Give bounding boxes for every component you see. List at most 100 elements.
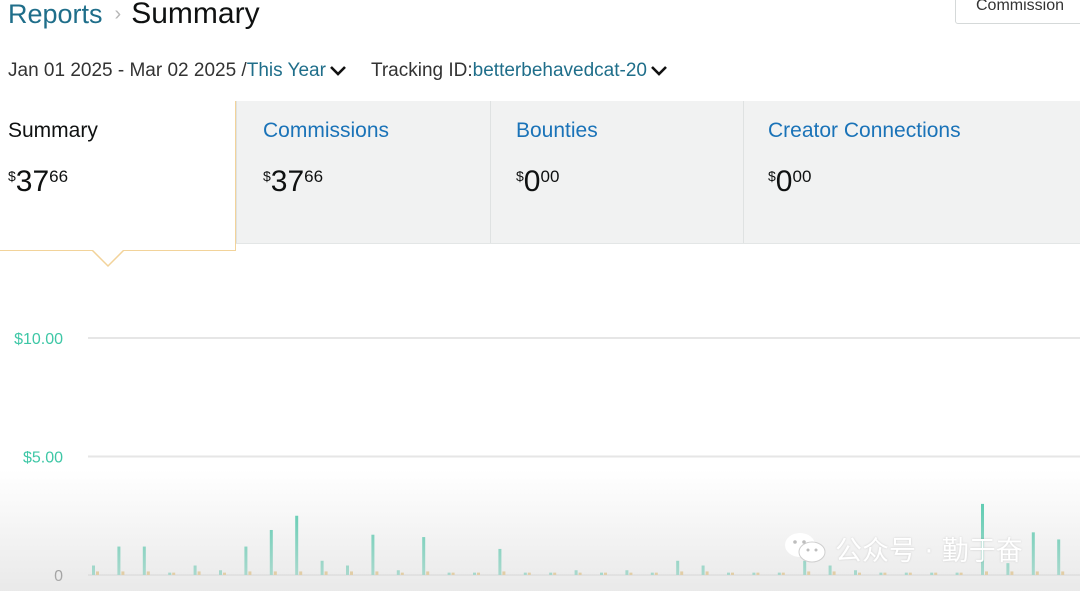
bar-secondary[interactable] <box>172 572 176 575</box>
tab-summary-label: Summary <box>8 119 98 142</box>
bar-primary[interactable] <box>879 572 883 575</box>
bar-secondary[interactable] <box>781 572 785 575</box>
bar-secondary[interactable] <box>1010 571 1014 575</box>
date-range-text: Jan 01 2025 - Mar 02 2025 / <box>8 60 247 81</box>
bar-primary[interactable] <box>346 565 349 575</box>
bar-secondary[interactable] <box>604 572 607 575</box>
bar-primary[interactable] <box>574 570 578 575</box>
commission-button[interactable]: Commission <box>955 0 1080 24</box>
bar-primary[interactable] <box>295 515 299 575</box>
bar-primary[interactable] <box>1057 539 1061 575</box>
bar-secondary[interactable] <box>375 571 379 575</box>
bar-secondary[interactable] <box>985 571 988 575</box>
tab-summary-amount: $3766 <box>8 165 69 198</box>
bar-secondary[interactable] <box>832 571 836 575</box>
tracking-id-dropdown[interactable]: betterbehavedcat-20 <box>472 60 647 81</box>
bar-primary[interactable] <box>930 572 934 575</box>
bar-primary[interactable] <box>117 546 121 575</box>
bar-secondary[interactable] <box>1035 571 1039 575</box>
chevron-down-icon[interactable] <box>650 64 668 78</box>
bar-secondary[interactable] <box>197 571 201 575</box>
bar-secondary[interactable] <box>477 572 480 575</box>
bar-secondary[interactable] <box>705 571 709 575</box>
bar-secondary[interactable] <box>959 572 963 575</box>
tab-bounties-amount: $000 <box>516 165 560 198</box>
bar-secondary[interactable] <box>324 571 328 575</box>
tab-commissions-label: Commissions <box>263 119 390 142</box>
bar-primary[interactable] <box>142 546 146 575</box>
breadcrumb: Reports › Summary <box>8 0 260 36</box>
bar-secondary[interactable] <box>578 572 582 575</box>
bar-primary[interactable] <box>549 572 553 575</box>
bar-secondary[interactable] <box>756 572 760 575</box>
chevron-down-icon[interactable] <box>329 64 347 78</box>
bar-primary[interactable] <box>676 560 680 575</box>
bar-primary[interactable] <box>1031 532 1035 575</box>
bar-secondary[interactable] <box>400 572 404 575</box>
tab-bounties[interactable]: Bounties $000 <box>490 101 743 243</box>
bar-secondary[interactable] <box>146 571 150 575</box>
bar-secondary[interactable] <box>1061 571 1065 575</box>
bar-secondary[interactable] <box>883 572 887 575</box>
bar-secondary[interactable] <box>96 571 99 575</box>
bar-primary[interactable] <box>219 570 222 575</box>
tab-creator-connections-amount: $000 <box>768 165 812 198</box>
bar-secondary[interactable] <box>807 571 811 575</box>
bar-primary[interactable] <box>422 537 426 575</box>
bar-secondary[interactable] <box>299 571 303 575</box>
bar-primary[interactable] <box>650 572 654 575</box>
bar-primary[interactable] <box>854 570 857 575</box>
period-dropdown[interactable]: This Year <box>246 60 326 81</box>
bar-secondary[interactable] <box>248 571 252 575</box>
bar-primary[interactable] <box>396 570 400 575</box>
bar-secondary[interactable] <box>858 572 861 575</box>
breadcrumb-reports-link[interactable]: Reports <box>8 0 103 29</box>
watermark: 公众号 · 勤于奋 <box>783 528 1023 568</box>
bar-secondary[interactable] <box>273 571 277 575</box>
bar-primary[interactable] <box>600 572 603 575</box>
bar-secondary[interactable] <box>731 572 734 575</box>
bar-secondary[interactable] <box>451 572 455 575</box>
bar-primary[interactable] <box>727 572 730 575</box>
bar-primary[interactable] <box>92 565 95 575</box>
bar-primary[interactable] <box>904 572 908 575</box>
bar-secondary[interactable] <box>121 571 125 575</box>
tab-commissions-amount: $3766 <box>263 165 324 198</box>
bar-primary[interactable] <box>244 546 248 575</box>
active-tab-pointer <box>92 250 124 268</box>
tab-summary[interactable]: Summary $3766 <box>0 101 236 251</box>
bar-secondary[interactable] <box>553 572 557 575</box>
bar-primary[interactable] <box>447 572 451 575</box>
bar-primary[interactable] <box>371 534 375 575</box>
tab-creator-connections[interactable]: Creator Connections $000 <box>743 101 1080 243</box>
bar-primary[interactable] <box>955 572 959 575</box>
tab-bounties-label: Bounties <box>516 119 598 142</box>
bar-secondary[interactable] <box>426 571 430 575</box>
bar-primary[interactable] <box>777 572 781 575</box>
bar-secondary[interactable] <box>502 571 506 575</box>
bar-primary[interactable] <box>473 572 476 575</box>
filter-bar: Jan 01 2025 - Mar 02 2025 / This Year Tr… <box>8 57 668 85</box>
bar-secondary[interactable] <box>654 572 658 575</box>
tab-commissions[interactable]: Commissions $3766 <box>236 101 490 243</box>
y-tick-label: 0 <box>54 568 63 585</box>
bar-primary[interactable] <box>498 548 502 575</box>
y-tick-label: $10.00 <box>14 331 63 348</box>
bar-primary[interactable] <box>752 572 756 575</box>
bar-primary[interactable] <box>523 572 527 575</box>
bar-primary[interactable] <box>193 565 197 575</box>
bar-secondary[interactable] <box>527 572 531 575</box>
bar-primary[interactable] <box>168 572 172 575</box>
bar-secondary[interactable] <box>629 572 633 575</box>
bar-primary[interactable] <box>625 570 629 575</box>
bar-secondary[interactable] <box>934 572 938 575</box>
bar-secondary[interactable] <box>350 571 353 575</box>
y-tick-label: $5.00 <box>23 450 63 467</box>
bar-primary[interactable] <box>269 529 273 575</box>
bar-primary[interactable] <box>320 560 324 575</box>
bar-secondary[interactable] <box>680 571 684 575</box>
bar-secondary[interactable] <box>908 572 912 575</box>
bar-primary[interactable] <box>701 565 705 575</box>
bar-secondary[interactable] <box>223 572 226 575</box>
breadcrumb-separator: › <box>114 2 122 25</box>
